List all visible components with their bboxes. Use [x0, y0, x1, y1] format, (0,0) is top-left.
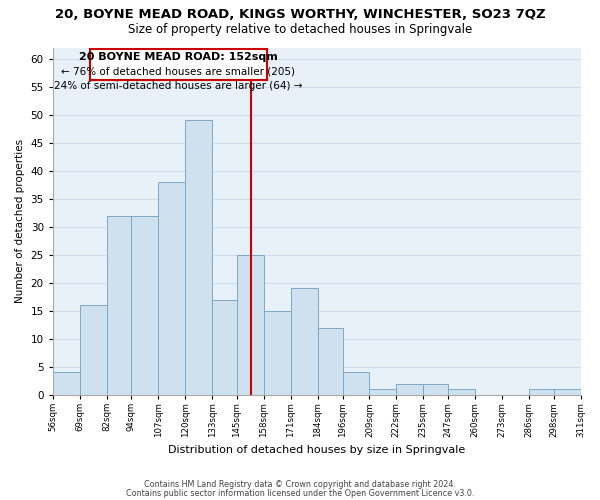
Text: 20 BOYNE MEAD ROAD: 152sqm: 20 BOYNE MEAD ROAD: 152sqm: [79, 52, 277, 62]
Bar: [318, 328, 343, 395]
Bar: [264, 311, 291, 395]
Bar: [291, 288, 318, 395]
X-axis label: Distribution of detached houses by size in Springvale: Distribution of detached houses by size …: [168, 445, 465, 455]
Bar: [212, 300, 237, 395]
Bar: [554, 389, 581, 395]
Bar: [529, 389, 554, 395]
Bar: [107, 216, 131, 395]
Y-axis label: Number of detached properties: Number of detached properties: [15, 139, 25, 303]
Bar: [185, 120, 212, 395]
FancyBboxPatch shape: [89, 48, 266, 80]
Bar: [158, 182, 185, 395]
Bar: [80, 305, 107, 395]
Text: Contains public sector information licensed under the Open Government Licence v3: Contains public sector information licen…: [126, 488, 474, 498]
Bar: [237, 255, 264, 395]
Bar: [370, 389, 397, 395]
Text: 20, BOYNE MEAD ROAD, KINGS WORTHY, WINCHESTER, SO23 7QZ: 20, BOYNE MEAD ROAD, KINGS WORTHY, WINCH…: [55, 8, 545, 20]
Text: 24% of semi-detached houses are larger (64) →: 24% of semi-detached houses are larger (…: [54, 80, 302, 90]
Bar: [397, 384, 423, 395]
Bar: [131, 216, 158, 395]
Bar: [53, 372, 80, 395]
Bar: [448, 389, 475, 395]
Bar: [423, 384, 448, 395]
Text: ← 76% of detached houses are smaller (205): ← 76% of detached houses are smaller (20…: [61, 66, 295, 76]
Bar: [343, 372, 370, 395]
Text: Size of property relative to detached houses in Springvale: Size of property relative to detached ho…: [128, 22, 472, 36]
Text: Contains HM Land Registry data © Crown copyright and database right 2024.: Contains HM Land Registry data © Crown c…: [144, 480, 456, 489]
